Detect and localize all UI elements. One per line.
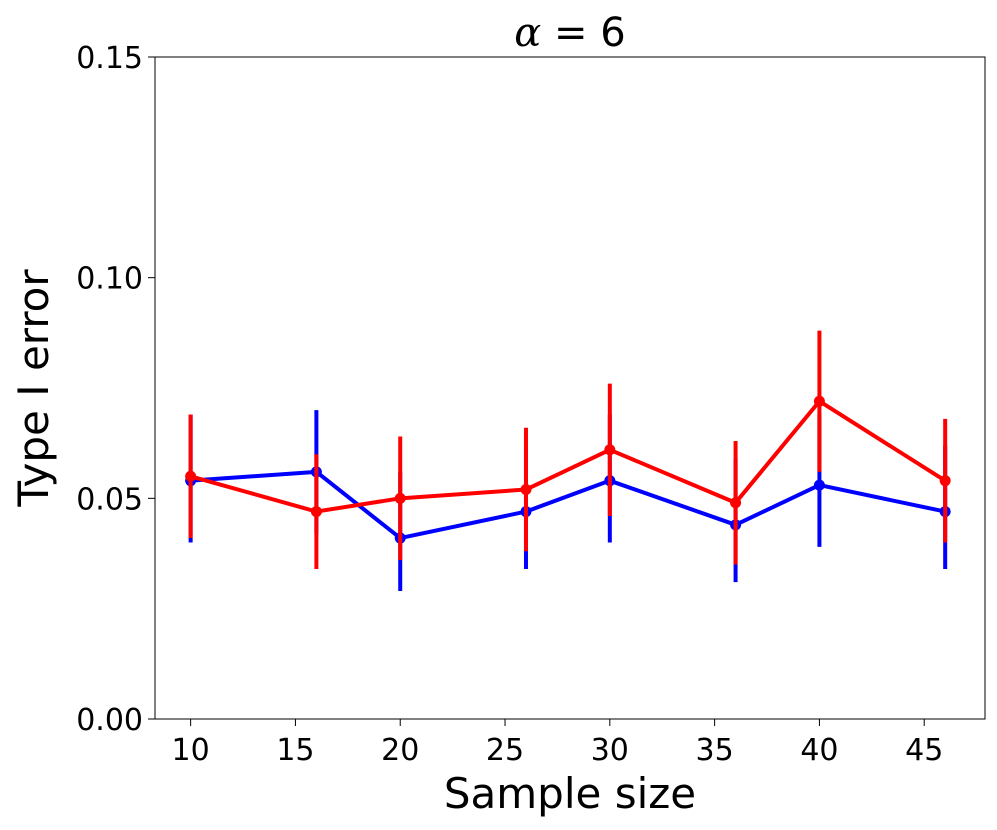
y-axis-label: Type I error	[9, 269, 58, 508]
series-line-red	[188, 399, 948, 514]
data-point-red-16	[310, 506, 322, 518]
data-point-red-10	[185, 470, 197, 482]
x-tick-label-10: 10	[172, 733, 210, 768]
title-alpha-symbol: α	[514, 10, 541, 56]
x-tick-label-25: 25	[486, 733, 524, 768]
plot-frame	[154, 56, 986, 720]
series-red	[185, 330, 951, 569]
y-axis: 0.00 0.05 0.10 0.15	[76, 41, 155, 738]
x-tick-label-40: 40	[800, 733, 838, 768]
y-tick-label-3: 0.15	[76, 41, 143, 76]
data-point-red-26	[520, 484, 532, 496]
y-tick-label-0: 0.00	[76, 703, 143, 738]
data-point-red-36	[730, 497, 742, 509]
data-point-red-20	[394, 492, 406, 504]
x-tick-label-35: 35	[696, 733, 734, 768]
data-point-red-46	[939, 475, 951, 487]
series-line-blue	[188, 469, 948, 541]
x-axis: 10 15 20 25 30 35 40 45	[172, 719, 943, 768]
y-tick-label-2: 0.10	[76, 262, 143, 297]
x-tick-label-45: 45	[905, 733, 943, 768]
data-point-red-40	[813, 395, 825, 407]
x-tick-label-15: 15	[276, 733, 314, 768]
x-tick-label-20: 20	[381, 733, 419, 768]
data-point-blue-40	[813, 479, 825, 491]
title-alpha-value: = 6	[541, 10, 625, 56]
x-tick-label-30: 30	[591, 733, 629, 768]
y-tick-label-1: 0.05	[76, 482, 143, 517]
series-layer	[185, 330, 951, 592]
x-axis-label: Sample size	[444, 769, 696, 818]
chart-title: α = 6	[514, 10, 625, 56]
data-point-red-30	[604, 444, 616, 456]
